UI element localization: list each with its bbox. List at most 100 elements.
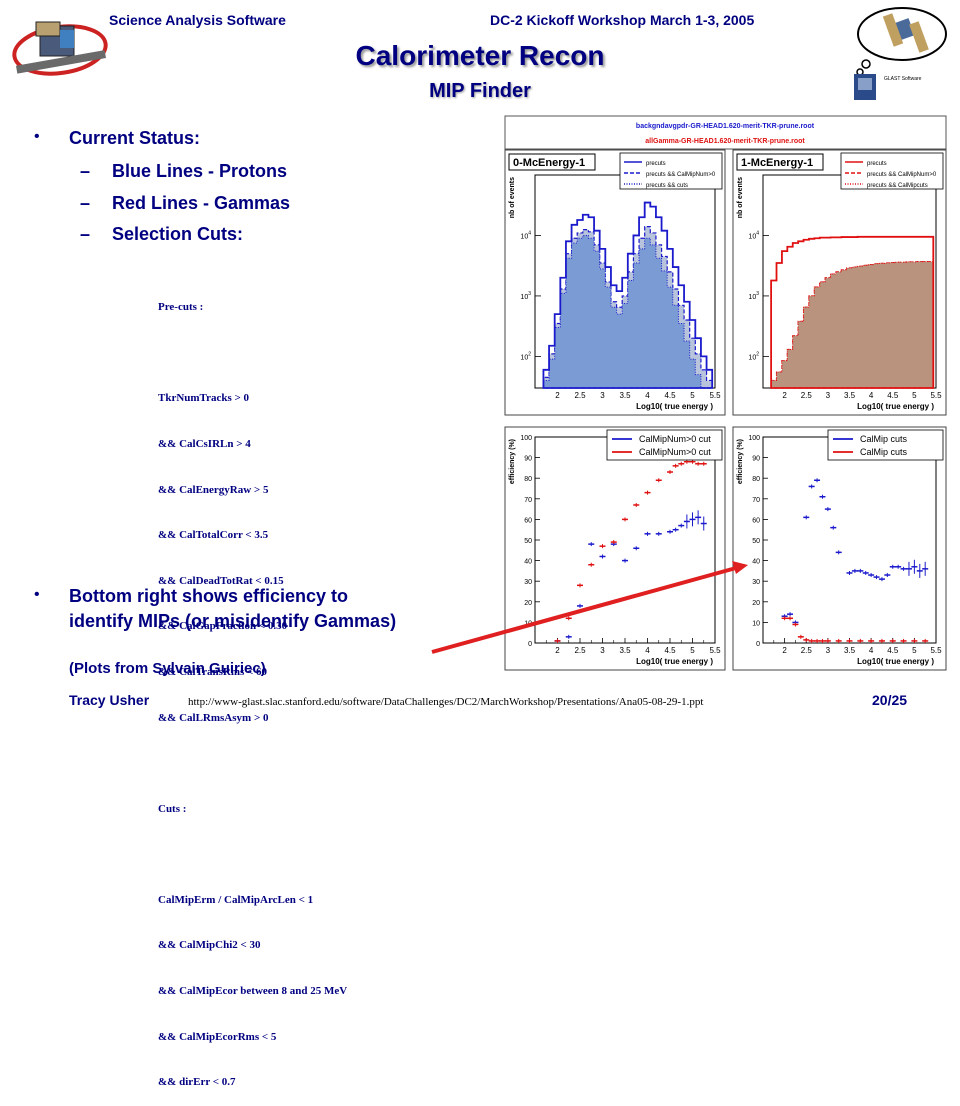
- x-tick-label: 4.5: [887, 646, 899, 655]
- legend-box: [619, 152, 723, 190]
- hist-title: 1-McEnergy-1: [741, 157, 813, 169]
- legend-label: precuts: [646, 161, 666, 167]
- y-tick-label: 50: [524, 538, 532, 545]
- sub-dash: –: [80, 224, 91, 244]
- x-tick-label: 5.5: [709, 646, 721, 655]
- legend-label: precuts && CalMipNum>0: [646, 172, 716, 178]
- y-tick-label: 103: [748, 291, 759, 301]
- cut-line: && CalMipChi2 < 30: [158, 939, 261, 952]
- y-tick-label: 20: [752, 600, 760, 607]
- y-tick-label: 90: [752, 456, 760, 463]
- x-tick-label: 3: [600, 646, 605, 655]
- hist-title-box: [508, 153, 596, 171]
- plot-area: [762, 436, 937, 644]
- y-tick-label: 104: [520, 230, 531, 240]
- source-url[interactable]: http://www-glast.slac.stanford.edu/softw…: [188, 696, 704, 708]
- x-axis-label: Log10( true energy ): [636, 402, 713, 411]
- x-tick-label: 2.5: [801, 646, 813, 655]
- hist-series-precuts: [770, 235, 935, 389]
- bullet-dot: •: [34, 128, 40, 145]
- sub-dash: –: [80, 161, 91, 181]
- hist-title-box: [736, 153, 824, 171]
- y-tick-label: 90: [524, 456, 532, 463]
- x-tick-label: 3: [600, 391, 605, 400]
- x-tick-label: 3.5: [844, 391, 856, 400]
- y-tick-label: 102: [748, 351, 759, 361]
- header-left: Science Analysis Software: [109, 12, 286, 28]
- x-tick-label: 5.5: [930, 391, 942, 400]
- chart-panel: 2 2.5 3 3.5 4 4.5 5 5.5 Log10( true energy ) effi…: [504, 426, 726, 671]
- hist-series-precuts: [542, 201, 714, 389]
- x-tick-label: 3: [826, 391, 831, 400]
- cut-line: && CalMipEcorRms < 5: [158, 1030, 277, 1043]
- header-right: DC-2 Kickoff Workshop March 1-3, 2005: [490, 12, 755, 28]
- x-axis-label: Log10( true energy ): [857, 402, 934, 411]
- cut-line: && dirErr < 0.7: [158, 1076, 236, 1089]
- page-number: 20/25: [872, 692, 908, 708]
- y-tick-label: 70: [752, 497, 760, 504]
- legend-label: CalMip cuts: [860, 447, 908, 457]
- x-axis-label: Log10( true energy ): [636, 657, 713, 666]
- y-tick-label: 100: [748, 435, 760, 442]
- x-tick-label: 4: [869, 391, 874, 400]
- y-tick-label: 103: [520, 291, 531, 301]
- plot-credit: (Plots from Sylvain Guiriec): [69, 660, 266, 677]
- author: Tracy Usher: [69, 692, 150, 708]
- cut-line: && CalEnergyRaw > 5: [158, 483, 269, 496]
- y-tick-label: 70: [524, 497, 532, 504]
- x-tick-label: 3.5: [619, 646, 631, 655]
- y-tick-label: 0: [528, 641, 532, 648]
- legend-label: precuts && CalMipNum>0: [867, 172, 937, 178]
- x-tick-label: 4.5: [664, 391, 676, 400]
- x-tick-label: 4: [645, 646, 650, 655]
- y-axis-label: efficiency (%): [509, 439, 516, 484]
- y-tick-label: 100: [520, 435, 532, 442]
- cut-line: && CalTotalCorr < 3.5: [158, 529, 269, 542]
- bottom-line-2: identify MIPs (or misidentify Gammas): [69, 611, 397, 631]
- x-tick-label: 4: [645, 391, 650, 400]
- x-tick-label: 3.5: [619, 391, 631, 400]
- sub-item: Blue Lines - Protons: [112, 161, 288, 181]
- x-axis-label: Log10( true energy ): [857, 657, 934, 666]
- y-tick-label: 104: [748, 230, 759, 240]
- y-tick-label: 40: [524, 559, 532, 566]
- y-axis-label: nb of events: [509, 177, 516, 218]
- y-tick-label: 20: [524, 600, 532, 607]
- plots-canvas: backgndavgpdr-GR-HEAD1.620-merit-TKR-pru…: [431, 115, 947, 671]
- sub-item: Selection Cuts:: [112, 224, 244, 244]
- cut-line: Cuts :: [158, 802, 187, 815]
- legend-box: [606, 429, 723, 461]
- x-tick-label: 2: [555, 391, 560, 400]
- cut-line: && CalMipEcor between 8 and 25 MeV: [158, 984, 348, 997]
- cut-line: [158, 847, 347, 862]
- x-tick-label: 5: [912, 391, 917, 400]
- y-axis-label: nb of events: [737, 177, 744, 218]
- arrow-shaft: [431, 566, 737, 654]
- chart-panel: 2 2.5 3 3.5 4 4.5 5 5.5 Log10( true energy ) effi…: [732, 426, 947, 671]
- file-banner: [504, 115, 947, 150]
- x-tick-label: 2: [782, 391, 787, 400]
- y-tick-label: 10: [752, 620, 760, 627]
- sub-dash: –: [80, 193, 91, 213]
- y-tick-label: 102: [520, 351, 531, 361]
- x-tick-label: 5: [690, 646, 695, 655]
- legend-label: CalMipNum>0 cut: [639, 447, 711, 457]
- file-name-gammas: allGamma-GR-HEAD1.620-merit-TKR-prune.ro…: [645, 138, 805, 145]
- x-tick-label: 5: [690, 391, 695, 400]
- x-tick-label: 5.5: [709, 391, 721, 400]
- x-tick-label: 2.5: [574, 391, 586, 400]
- plot-area: [534, 436, 716, 644]
- file-name-protons: backgndavgpdr-GR-HEAD1.620-merit-TKR-pru…: [636, 123, 815, 130]
- legend-label: CalMip cuts: [860, 434, 908, 444]
- legend-label: precuts && cuts: [646, 183, 688, 189]
- cut-line: && CalTransRms < 60: [158, 666, 268, 679]
- x-tick-label: 2: [782, 646, 787, 655]
- y-tick-label: 80: [752, 476, 760, 483]
- arrow-head: [732, 561, 748, 574]
- page-title: Calorimeter Recon: [355, 40, 605, 71]
- logo-text: GLAST Software: [884, 76, 922, 82]
- cut-line: && CalDeadTotRat < 0.15: [158, 574, 284, 587]
- cut-line: CalMipErm / CalMipArcLen < 1: [158, 893, 314, 906]
- y-tick-label: 0: [756, 641, 760, 648]
- chart-panel: 2 2.5 3 3.5 4 4.5 5 5.5 Log10( true energy ) nb o…: [504, 149, 726, 416]
